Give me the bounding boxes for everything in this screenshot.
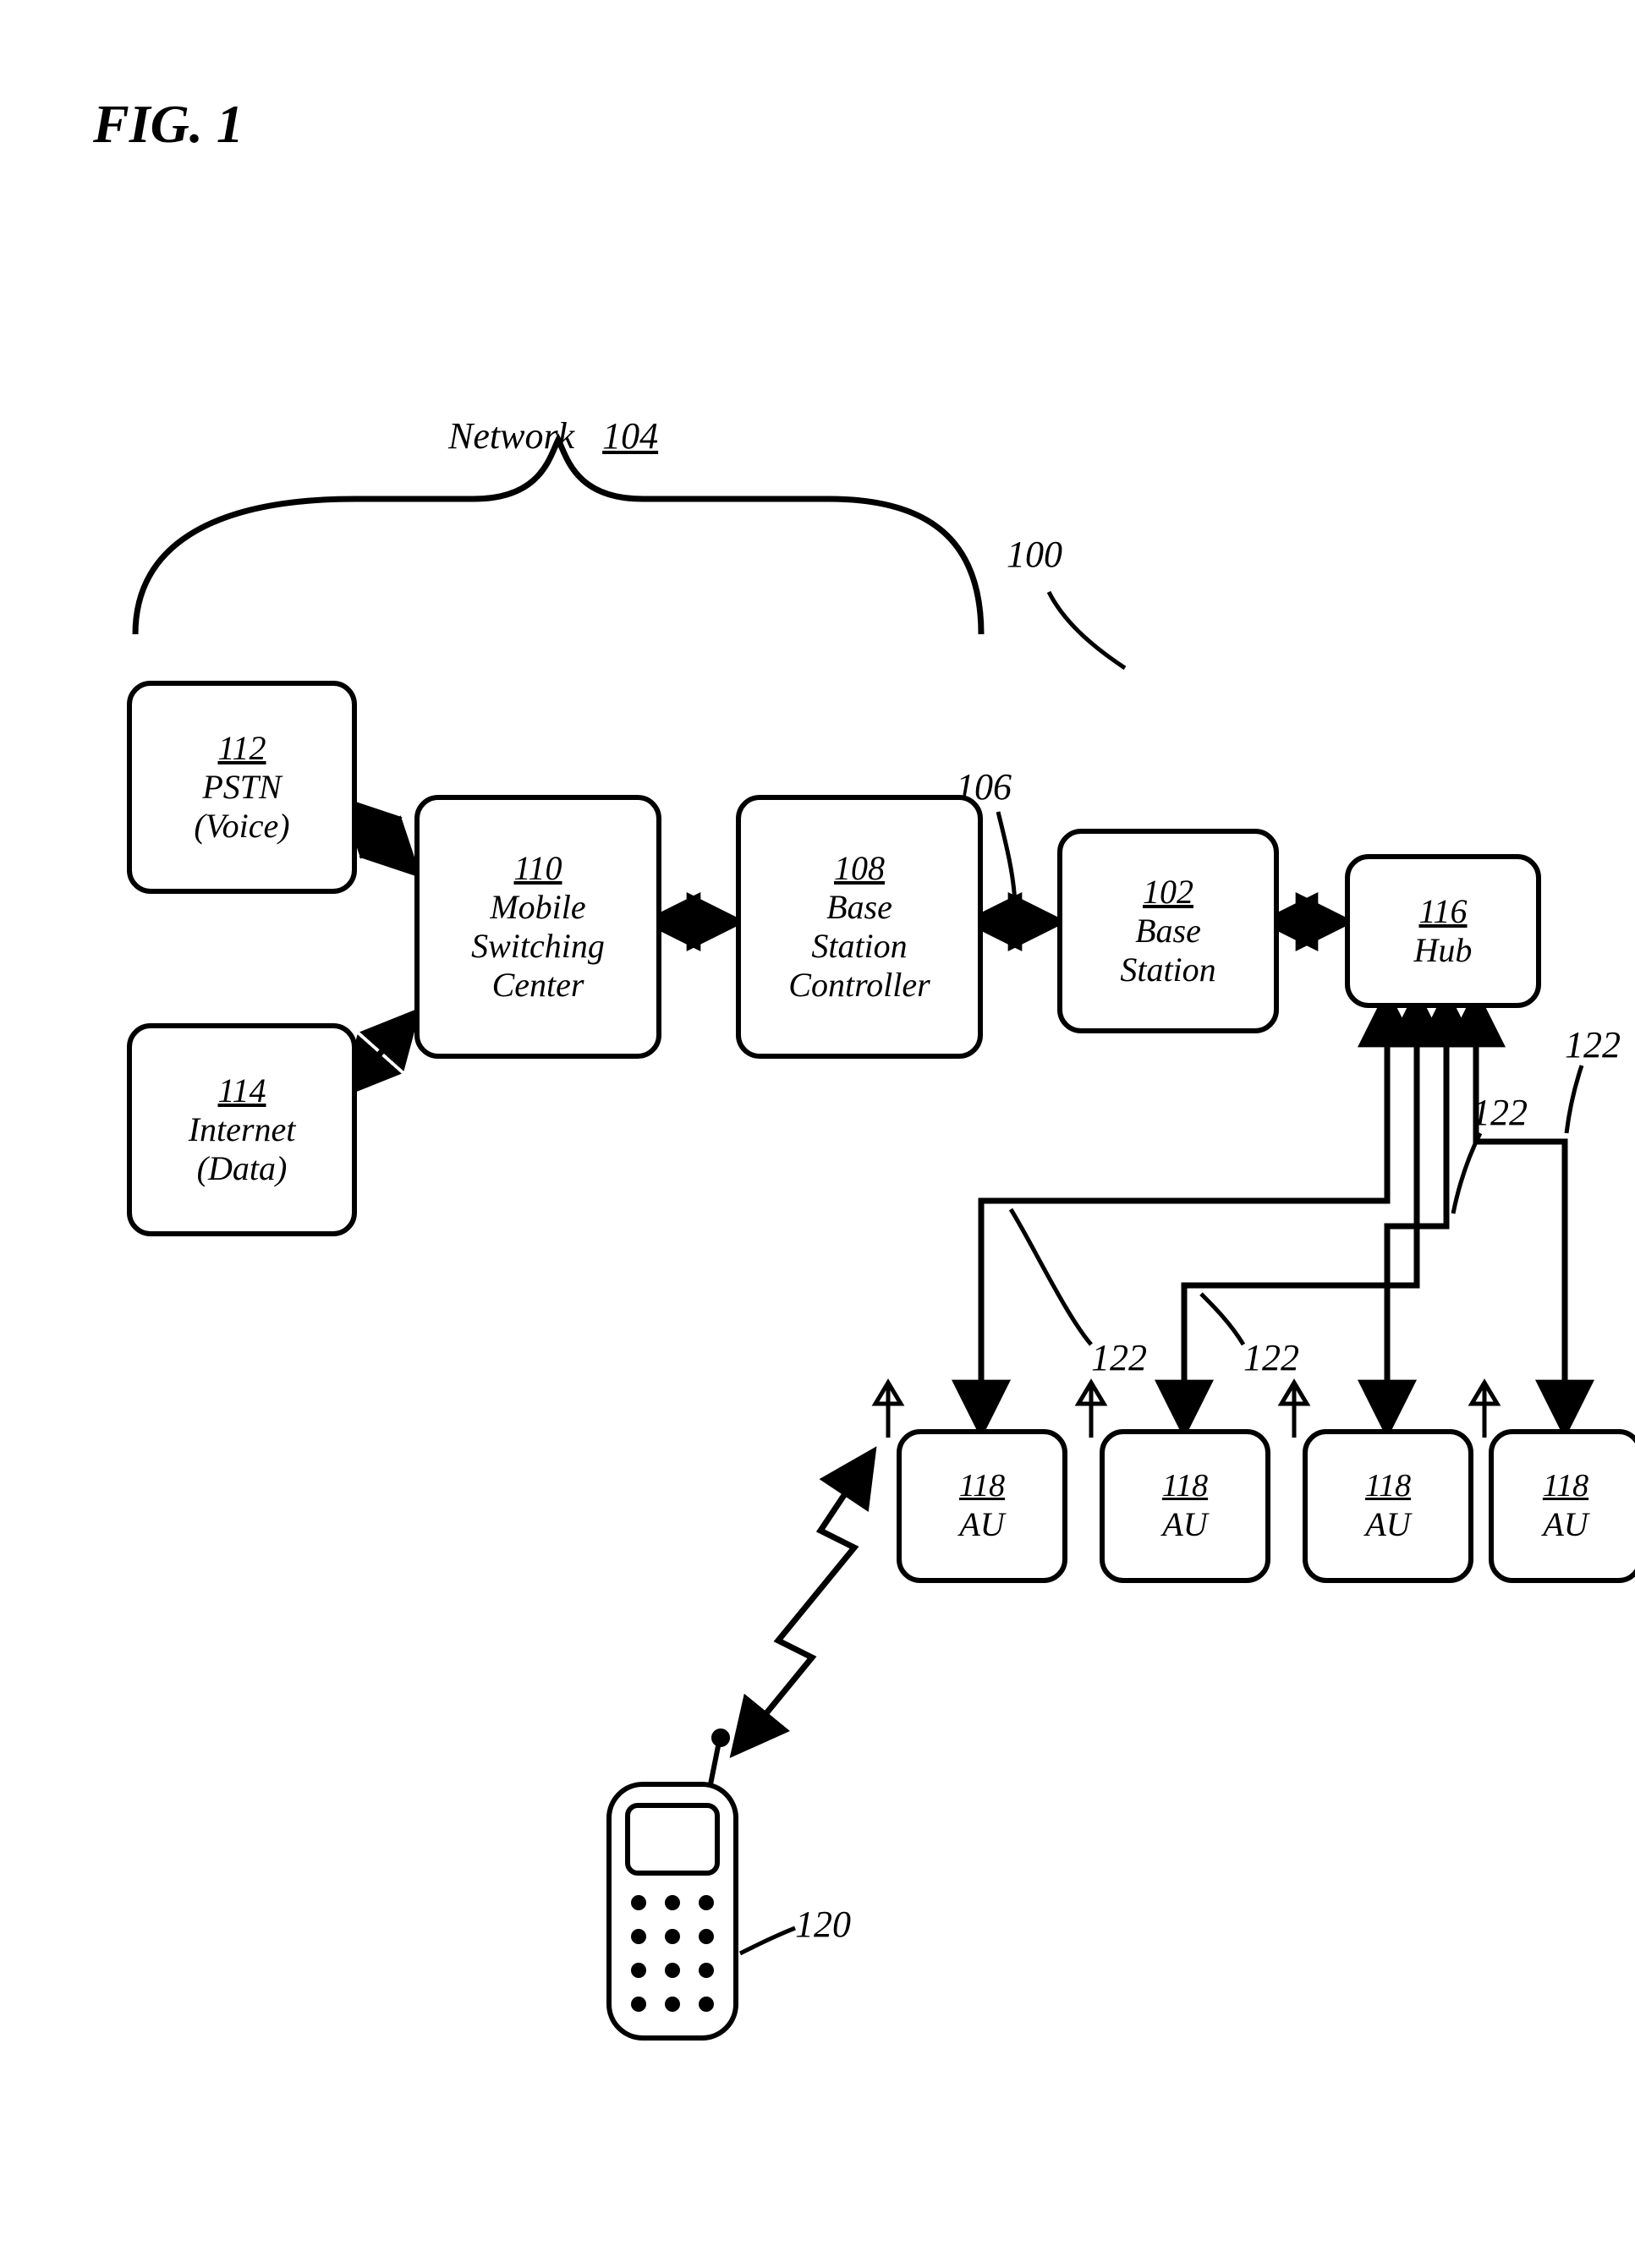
link-internet-msc: [347, 1015, 414, 1091]
block-bsc-ref: 108: [834, 849, 885, 888]
wireless-link: [736, 1454, 871, 1750]
block-msc-line2: Switching: [471, 927, 605, 966]
block-internet-line2: (Data): [197, 1149, 288, 1188]
block-msc-line1: Mobile: [490, 888, 585, 927]
block-bsc-line3: Controller: [788, 966, 930, 1005]
ref-122-lead-3: [1453, 1133, 1480, 1213]
block-msc: 110 Mobile Switching Center: [414, 795, 661, 1059]
block-bsc: 108 Base Station Controller: [736, 795, 983, 1059]
block-bs-line1: Base: [1135, 912, 1201, 950]
block-au-4: 118 AU: [1489, 1429, 1635, 1583]
block-au-1: 118 AU: [897, 1429, 1067, 1583]
block-au-2: 118 AU: [1100, 1429, 1270, 1583]
block-pstn-line2: (Voice): [194, 807, 289, 846]
block-au-4-line1: AU: [1543, 1505, 1588, 1544]
block-bsc-line2: Station: [811, 927, 907, 966]
block-pstn-ref: 112: [217, 729, 266, 768]
block-bsc-line1: Base: [826, 888, 892, 927]
block-pstn: 112 PSTN (Voice): [127, 681, 357, 894]
block-au-1-ref: 118: [959, 1468, 1005, 1505]
block-bs: 102 Base Station: [1057, 829, 1279, 1033]
block-msc-ref: 110: [513, 849, 562, 888]
block-hub: 116 Hub: [1345, 854, 1541, 1008]
ref-120-lead: [740, 1928, 795, 1953]
antenna-au1: [875, 1383, 901, 1438]
link-hub-au2: [1184, 998, 1417, 1429]
antenna-au4: [1472, 1383, 1497, 1438]
block-hub-ref: 116: [1418, 892, 1467, 931]
diagram-page: FIG. 1 100 Network 104: [0, 0, 1635, 2268]
block-au-3: 118 AU: [1303, 1429, 1473, 1583]
ref-120: 120: [795, 1903, 851, 1946]
mobile-phone-icon: [609, 1731, 736, 2038]
block-bs-ref: 102: [1143, 873, 1193, 912]
block-au-3-line1: AU: [1365, 1505, 1410, 1544]
ref-122-b: 122: [1243, 1336, 1299, 1379]
block-msc-line3: Center: [492, 966, 584, 1005]
block-pstn-line1: PSTN: [202, 768, 281, 807]
block-au-2-ref: 118: [1162, 1468, 1208, 1505]
system-ref-lead: [1049, 592, 1125, 668]
block-internet-ref: 114: [217, 1071, 266, 1110]
ref-122-lead-2: [1201, 1294, 1243, 1345]
link-hub-au4: [1476, 998, 1565, 1429]
ref-122-lead-4: [1566, 1066, 1582, 1133]
link-pstn-msc: [347, 803, 414, 871]
block-au-1-line1: AU: [959, 1505, 1004, 1544]
block-bs-line2: Station: [1120, 950, 1215, 989]
ref-106-lead: [998, 812, 1015, 909]
ref-122-c: 122: [1472, 1091, 1528, 1134]
block-internet: 114 Internet (Data): [127, 1023, 357, 1236]
block-au-2-line1: AU: [1162, 1505, 1207, 1544]
ref-122-a: 122: [1091, 1336, 1147, 1379]
block-au-4-ref: 118: [1543, 1468, 1588, 1505]
ref-122-lead-1: [1011, 1209, 1091, 1345]
block-au-3-ref: 118: [1365, 1468, 1411, 1505]
ref-122-d: 122: [1565, 1023, 1621, 1066]
block-internet-line1: Internet: [189, 1110, 296, 1149]
antenna-au2: [1078, 1383, 1104, 1438]
network-brace: [135, 440, 981, 634]
antenna-au3: [1281, 1383, 1307, 1438]
block-hub-line1: Hub: [1414, 931, 1473, 970]
